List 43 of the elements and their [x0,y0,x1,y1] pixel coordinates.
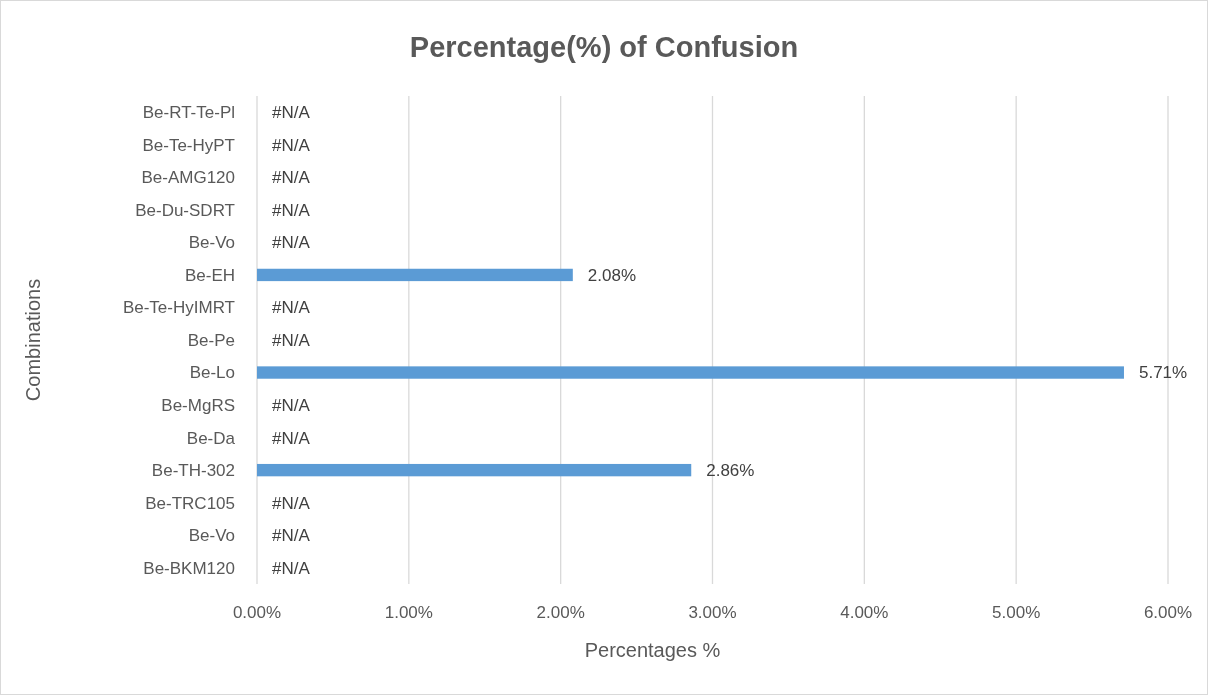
text: #N/A [272,298,310,318]
bar [257,268,573,282]
text: #N/A [272,135,310,155]
data-label: 5.71% [1138,363,1188,383]
chart-title: Percentage(%) of Confusion [409,31,799,63]
y-axis-title: Combinations [22,278,44,402]
text: #N/A [272,493,310,513]
y-tick-label: Be-Te-HyIMRT [122,298,235,318]
text: #N/A [272,526,310,546]
bar [257,463,692,477]
x-tick-label: 0.00% [232,603,282,622]
y-tick-label: Be-Du-SDRT [135,200,235,220]
y-tick-label: Be-Lo [189,363,235,383]
bar [257,366,1124,379]
x-tick-label: 5.00% [992,603,1041,622]
y-tick-label: Be-TRC105 [145,493,235,513]
y-tick-label: Be-Vo [188,233,235,253]
text: #N/A [272,428,310,448]
data-label: 2.86% [706,461,755,481]
y-tick-label: Be-AMG120 [141,168,235,188]
y-tick-label: Be-Da [186,428,236,448]
text: #N/A [272,330,310,350]
data-label: 2.08% [587,265,637,285]
x-tick-label: 4.00% [840,603,889,622]
y-tick-label: Be-RT-Te-Pl [142,103,235,123]
y-tick-label: Be-EH [184,265,235,285]
text: #N/A [272,396,310,416]
text: #N/A [272,233,310,253]
y-tick-label: Be-Vo [188,526,235,546]
y-tick-label: Be-BKM120 [143,558,235,578]
x-tick-label: 6.00% [1143,603,1193,622]
x-axis-title: Percentages % [584,639,721,661]
text: #N/A [272,103,310,123]
text: #N/A [272,558,310,578]
y-tick-label: Be-TH-302 [151,461,235,481]
text: #N/A [272,168,310,188]
text: #N/A [272,200,310,220]
y-tick-label: Be-Te-HyPT [142,135,235,155]
y-tick-label: Be-Pe [187,330,235,350]
y-tick-label: Be-MgRS [161,396,235,416]
x-tick-label: 2.00% [536,603,585,622]
x-tick-label: 1.00% [384,603,433,622]
x-tick-label: 3.00% [688,603,737,622]
